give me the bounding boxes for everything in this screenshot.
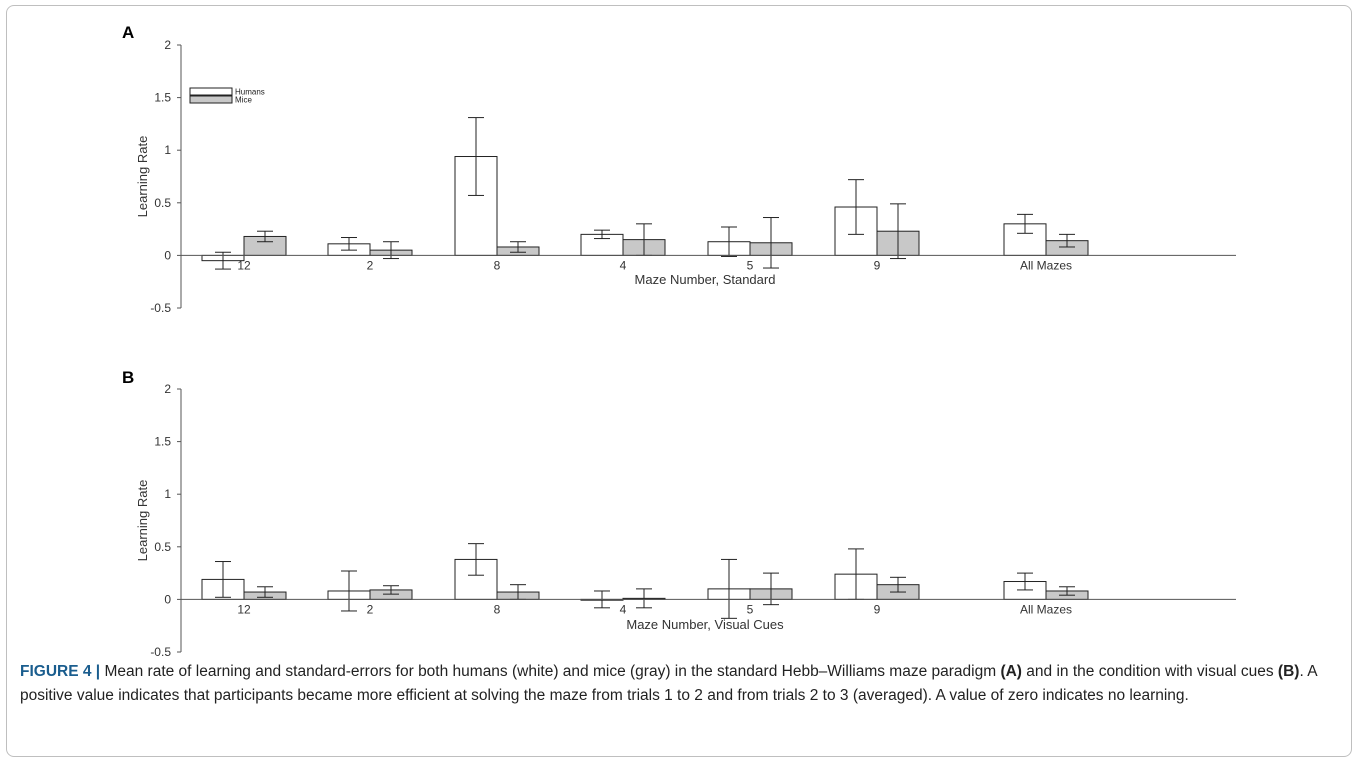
- caption-ref-a: (A): [1000, 663, 1022, 680]
- caption-text-1: Mean rate of learning and standard-error…: [104, 663, 997, 680]
- caption-text-2: and in the condition with visual cues: [1026, 663, 1274, 680]
- y-tick-label: 0: [164, 248, 171, 262]
- x-tick-label: All Mazes: [1020, 258, 1072, 272]
- x-tick-label: 8: [494, 602, 501, 616]
- x-tick-label: 8: [494, 258, 501, 272]
- x-tick-label: 5: [747, 602, 754, 616]
- x-tick-label: 12: [237, 602, 251, 616]
- legend-label: Humans: [235, 88, 265, 97]
- y-tick-label: -0.5: [150, 301, 171, 315]
- chart-panel-a: A 2 1.5 1 0.5 0 -0.5 Learning Rate 12 2 8 4 5 9 All Ma…: [122, 23, 1236, 315]
- x-tick-label: 5: [747, 258, 754, 272]
- x-tick-label: All Mazes: [1020, 602, 1072, 616]
- figure-caption: FIGURE 4 | Mean rate of learning and sta…: [20, 660, 1340, 708]
- caption-ref-b: (B): [1277, 663, 1300, 680]
- y-tick-label: 0.5: [154, 196, 171, 210]
- x-tick-label: 12: [237, 258, 251, 272]
- x-tick-label: 9: [874, 258, 881, 272]
- caption-label: FIGURE 4 |: [20, 663, 101, 680]
- y-tick-label: 2: [164, 38, 171, 52]
- y-tick-label: 1: [164, 487, 171, 501]
- chart-panel-b: B 2 1.5 1 0.5 0 -0.5 Learning Rate 12 2 8 4 5 9 All Ma…: [122, 368, 1236, 659]
- y-tick-label: 0.5: [154, 540, 171, 554]
- legend-swatch: [189, 95, 233, 104]
- x-axis-label: Maze Number, Visual Cues: [626, 617, 784, 632]
- x-tick-label: 9: [874, 602, 881, 616]
- x-axis-label: Maze Number, Standard: [635, 272, 776, 287]
- y-tick-label: 1.5: [154, 435, 171, 449]
- y-axis-label: Learning Rate: [135, 136, 150, 218]
- y-tick-label: -0.5: [150, 645, 171, 659]
- x-tick-label: 4: [620, 602, 627, 616]
- y-tick-label: 0: [164, 592, 171, 606]
- x-tick-label: 2: [367, 258, 374, 272]
- figure-frame: [6, 5, 1352, 757]
- x-tick-label: 4: [620, 258, 627, 272]
- panel-label: A: [122, 23, 134, 42]
- y-tick-label: 1.5: [154, 91, 171, 105]
- caption-text-3: . A positive value indicates that partic…: [20, 663, 1317, 704]
- panel-label: B: [122, 368, 134, 387]
- y-tick-label: 2: [164, 382, 171, 396]
- x-tick-label: 2: [367, 602, 374, 616]
- y-axis-label: Learning Rate: [135, 480, 150, 562]
- legend-swatch: [189, 87, 233, 96]
- y-tick-label: 1: [164, 143, 171, 157]
- legend-label: Mice: [235, 96, 252, 105]
